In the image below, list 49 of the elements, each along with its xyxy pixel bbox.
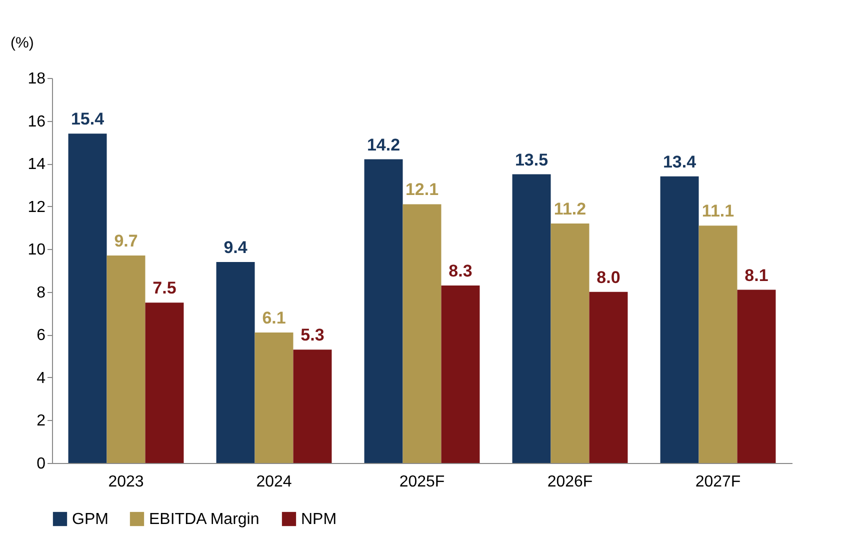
y-tick-label: 12 xyxy=(28,198,46,216)
legend-label: EBITDA Margin xyxy=(149,511,260,528)
x-tick-label: 2026F xyxy=(547,474,593,490)
y-tick-label: 16 xyxy=(28,113,46,130)
y-tick-label: 6 xyxy=(36,327,46,344)
legend-label: GPM xyxy=(72,511,108,528)
y-axis-title: (%) xyxy=(10,34,34,52)
bar xyxy=(698,226,738,463)
data-label: 7.5 xyxy=(152,278,176,298)
y-tick-label: 10 xyxy=(28,242,46,259)
bar xyxy=(68,134,107,463)
y-tick-label: 14 xyxy=(28,156,46,174)
bar xyxy=(660,176,699,463)
x-tick-label: 2024 xyxy=(256,474,292,490)
data-label: 15.4 xyxy=(70,110,105,129)
y-tick-label: 18 xyxy=(28,70,46,88)
data-label: 13.5 xyxy=(514,150,548,170)
data-label: 8.3 xyxy=(448,261,472,280)
data-label: 12.1 xyxy=(405,180,439,200)
bar xyxy=(550,223,590,463)
bar xyxy=(737,290,776,463)
data-label: 13.4 xyxy=(662,152,697,172)
bar xyxy=(145,302,184,463)
legend-label: NPM xyxy=(301,511,337,528)
bar xyxy=(441,285,480,463)
y-tick-label: 2 xyxy=(36,412,46,430)
bar xyxy=(589,292,628,463)
x-tick-label: 2027F xyxy=(695,474,741,490)
bar xyxy=(106,256,146,463)
data-label: 8.1 xyxy=(744,266,768,285)
data-label: 11.1 xyxy=(702,202,734,221)
bar xyxy=(216,262,255,463)
x-tick-label: 2023 xyxy=(108,474,144,490)
data-label: 14.2 xyxy=(366,135,400,154)
data-label: 9.4 xyxy=(224,238,248,257)
data-label: 11.2 xyxy=(554,199,586,218)
y-tick-label: 4 xyxy=(36,370,46,387)
bar xyxy=(364,159,403,463)
data-label: 5.3 xyxy=(300,326,324,345)
y-tick-label: 0 xyxy=(36,456,46,472)
x-tick-label: 2025F xyxy=(399,474,445,490)
data-label: 6.1 xyxy=(262,308,286,328)
y-tick-label: 8 xyxy=(36,284,46,302)
bar xyxy=(512,174,551,463)
bar xyxy=(293,350,332,463)
bar xyxy=(402,204,442,463)
bar xyxy=(254,332,294,463)
data-label: 9.7 xyxy=(114,232,138,251)
data-label: 8.0 xyxy=(596,268,620,287)
